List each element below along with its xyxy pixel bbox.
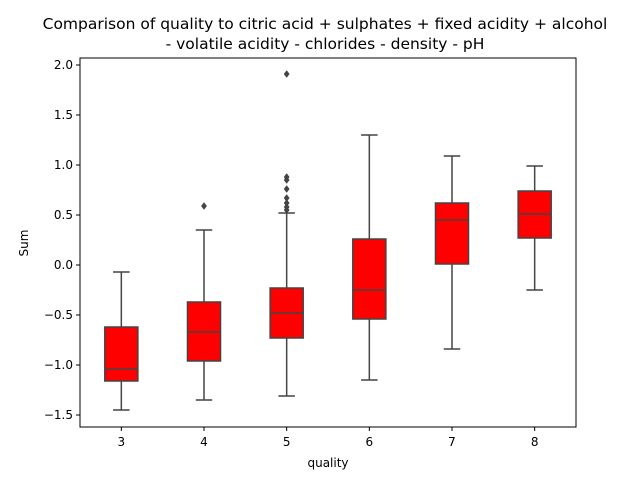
outlier-point: [283, 199, 290, 207]
outlier-point: [283, 70, 290, 78]
x-tick-label: 4: [200, 435, 208, 449]
y-tick-label: −1.5: [44, 408, 73, 422]
y-tick-label: −1.0: [44, 358, 73, 372]
x-tick-label: 7: [448, 435, 456, 449]
box-quality-3: [104, 271, 139, 411]
x-tick-label: 3: [118, 435, 126, 449]
outlier-point: [283, 194, 290, 202]
box-series: [104, 70, 552, 411]
y-tick-label: 0.0: [54, 258, 73, 272]
y-tick-label: 0.5: [54, 208, 73, 222]
x-axis-label: quality: [307, 456, 348, 470]
y-tick-label: 1.5: [54, 108, 73, 122]
iqr-box: [434, 202, 470, 265]
x-tick-label: 8: [531, 435, 539, 449]
box-quality-8: [517, 165, 552, 291]
box-quality-5: [269, 70, 304, 397]
box-quality-7: [434, 155, 470, 350]
y-tick-label: −0.5: [44, 308, 73, 322]
x-axis-ticks: 3 4 5 6 7 8: [118, 427, 539, 449]
y-axis-ticks: 2.0 1.5 1.0 0.5 0.0 −0.5 −1.0 −1.5: [44, 58, 80, 422]
chart-title-line-2: - volatile acidity - chlorides - density…: [166, 35, 485, 53]
outlier-point: [283, 203, 290, 211]
iqr-box: [352, 238, 387, 320]
outlier-point: [283, 185, 290, 193]
chart-title-line-1: Comparison of quality to citric acid + s…: [43, 15, 608, 33]
y-tick-label: 1.0: [54, 158, 73, 172]
box-quality-4: [186, 202, 222, 401]
outlier-point: [201, 202, 207, 210]
box-quality-6: [352, 134, 387, 381]
outlier-point: [283, 173, 290, 181]
x-tick-label: 5: [283, 435, 291, 449]
iqr-box: [104, 326, 139, 382]
x-tick-label: 6: [366, 435, 374, 449]
y-axis-label: Sum: [17, 230, 31, 257]
y-tick-label: 2.0: [54, 58, 73, 72]
plot-area-frame: [79, 57, 577, 428]
